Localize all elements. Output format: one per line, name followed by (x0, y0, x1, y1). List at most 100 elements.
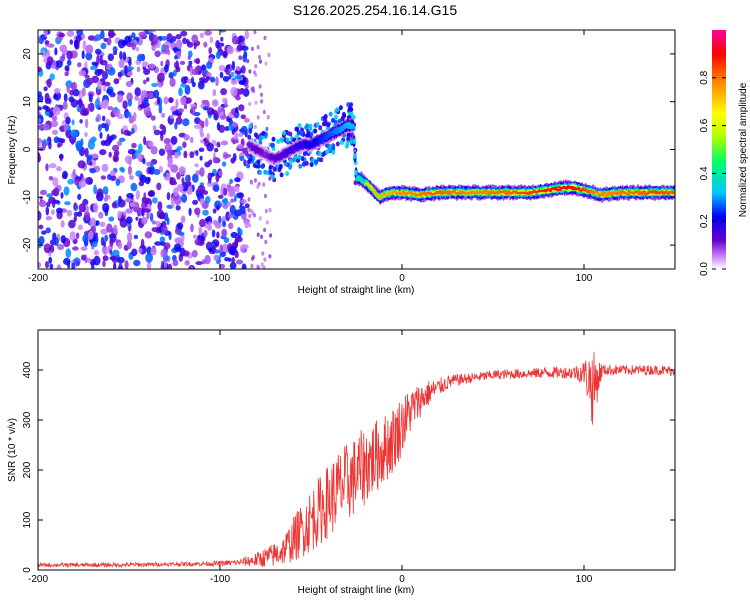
heatmap-cell (73, 89, 80, 96)
heatmap-cell (503, 190, 506, 192)
heatmap-cell (125, 198, 132, 203)
heatmap-cell (234, 177, 240, 182)
snr-y-label: SNR (10 * v/v) (7, 418, 18, 482)
heatmap-cell (159, 149, 165, 156)
heatmap-cell (85, 177, 93, 185)
heatmap-cell (239, 156, 244, 161)
heatmap-cell (70, 129, 78, 137)
heatmap-cell (277, 167, 281, 172)
heatmap-cell (224, 237, 230, 243)
heatmap-cell (69, 96, 75, 102)
heatmap-cell (331, 150, 335, 155)
y-tick-label: 100 (22, 511, 33, 528)
heatmap-cell (194, 163, 198, 167)
heatmap-cell (234, 251, 238, 259)
heatmap-cell (73, 169, 76, 177)
heatmap-cell (183, 151, 187, 158)
heatmap-cell (45, 261, 49, 268)
heatmap-cell (185, 175, 189, 184)
heatmap-cell (164, 138, 171, 144)
heatmap-cell (231, 257, 235, 263)
heatmap-cell (64, 186, 70, 195)
heatmap-cell (160, 213, 165, 220)
heatmap-cell (180, 61, 185, 65)
heatmap-cell (213, 220, 219, 225)
heatmap-cell (75, 261, 80, 267)
heatmap-cell (219, 244, 223, 252)
heatmap-cell (250, 264, 253, 268)
heatmap-cell (181, 194, 187, 203)
heatmap-cell (208, 159, 212, 165)
heatmap-cell (222, 229, 227, 237)
heatmap-cell (98, 212, 103, 219)
heatmap-cell (269, 170, 273, 175)
heatmap-cell (138, 143, 143, 153)
heatmap-cell (64, 72, 68, 77)
heatmap-cell (179, 254, 183, 262)
heatmap-cell (117, 211, 122, 219)
heatmap-cell (36, 211, 42, 221)
heatmap-cell (204, 30, 212, 35)
heatmap-cell (120, 168, 125, 173)
heatmap-cell (280, 172, 284, 177)
heatmap-cell (57, 264, 62, 272)
heatmap-cell (114, 150, 120, 156)
heatmap-cell (36, 95, 44, 102)
heatmap-cell (221, 141, 228, 146)
heatmap-cell (63, 101, 68, 110)
heatmap-cell (260, 235, 263, 239)
heatmap-cell (223, 76, 230, 82)
x-tick-label: 100 (576, 574, 593, 585)
heatmap-cell (194, 43, 197, 50)
heatmap-cell (118, 199, 126, 207)
heatmap-cell (191, 77, 194, 84)
heatmap-cell (152, 35, 159, 45)
heatmap-cell (145, 253, 153, 263)
heatmap-cell (131, 128, 135, 134)
heatmap-cell (151, 115, 156, 121)
heatmap-cell (51, 120, 58, 127)
heatmap-cell (45, 93, 50, 101)
heatmap-cell (89, 161, 92, 165)
heatmap-cell (313, 129, 317, 134)
heatmap-cell (175, 200, 179, 205)
heatmap-cell (66, 51, 72, 60)
heatmap-cell (103, 85, 106, 92)
heatmap-cell (195, 239, 201, 246)
heatmap-cell (160, 249, 167, 258)
heatmap-cell (123, 52, 126, 61)
heatmap-cell (48, 257, 52, 264)
heatmap-cell (216, 232, 220, 239)
heatmap-cell (604, 192, 607, 194)
heatmap-cell (111, 175, 116, 181)
heatmap-cell (72, 119, 75, 125)
heatmap-cell (154, 51, 160, 58)
heatmap-cell (234, 209, 242, 216)
heatmap-cell (228, 223, 233, 230)
heatmap-cell (108, 216, 114, 221)
heatmap-cell (205, 217, 211, 221)
heatmap-cell (169, 72, 174, 79)
heatmap-cell (54, 237, 59, 246)
heatmap-cell (213, 89, 217, 96)
heatmap-cell (355, 170, 358, 176)
heatmap-cell (73, 202, 77, 210)
heatmap-cell (157, 73, 165, 83)
heatmap-cell (79, 70, 87, 76)
heatmap-cell (127, 71, 133, 76)
heatmap-cell (254, 125, 257, 129)
heatmap-cell (95, 49, 101, 55)
heatmap-cell (181, 76, 187, 84)
y-tick-label: 0 (22, 567, 33, 573)
heatmap-cell (554, 187, 557, 189)
heatmap-cell (403, 191, 406, 193)
heatmap-cell (230, 199, 234, 203)
heatmap-cell (213, 157, 219, 164)
heatmap-cell (143, 68, 150, 75)
heatmap-cell (216, 142, 220, 148)
heatmap-cell (136, 190, 140, 200)
heatmap-cell (263, 170, 267, 175)
heatmap-cell (237, 144, 244, 149)
heatmap-cell (130, 202, 136, 207)
heatmap-cell (46, 206, 50, 215)
